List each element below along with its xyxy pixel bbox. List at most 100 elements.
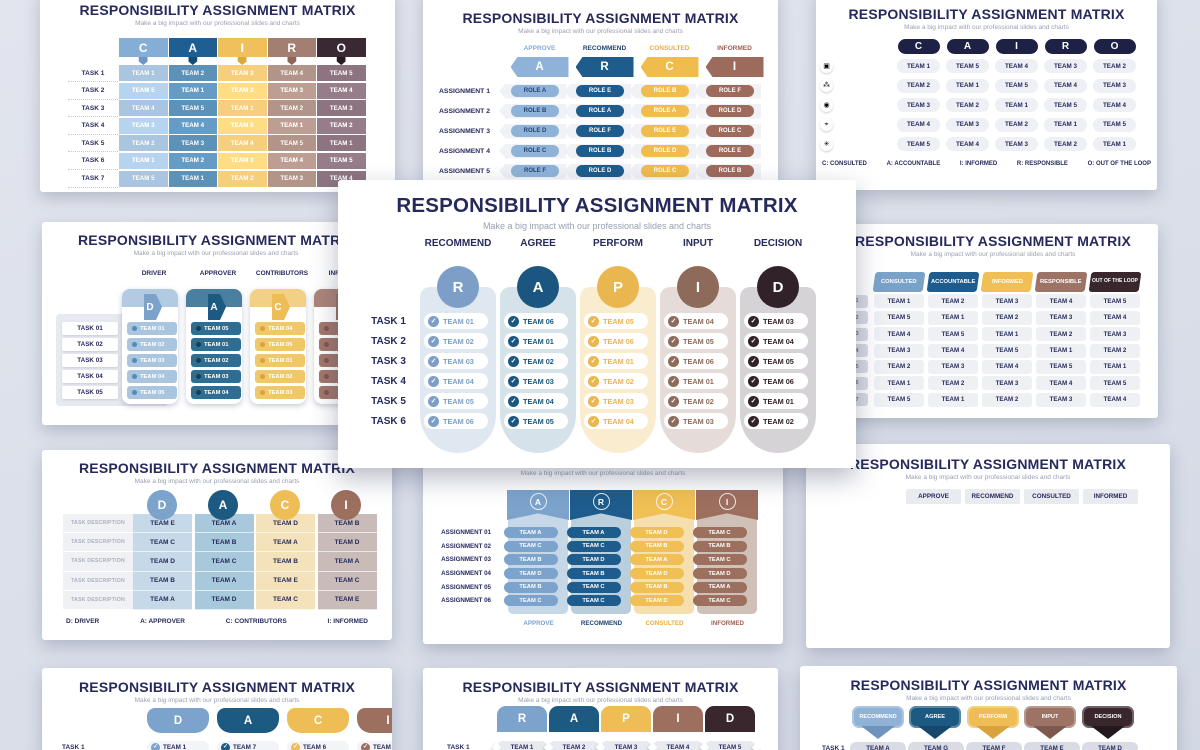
task-icon: ⁂ [820,79,833,92]
table-row: ASSIGNMENT 02 ROLE 02 ROLE 01 ROLE 03 RO… [820,535,1170,560]
checkbox-icon [1029,541,1039,552]
matrix-cell: TEAM 1 [119,65,168,81]
check-icon [508,375,519,387]
checkbox-icon [970,615,980,626]
matrix-cell: TEAM D [256,514,315,534]
slide-title: RESPONSIBILITY ASSIGNMENT MATRIX [848,6,1125,22]
assignment-label: ASSIGNMENT 05 [441,583,491,591]
matrix-cell: TEAM 3 [1036,310,1086,325]
legend-item: R: RESPONSIBLE [1016,160,1068,167]
checkbox-icon [911,517,921,528]
assignment-label: ASSIGNMENT 03 [834,567,886,575]
team-cell: TEAM B [566,568,621,580]
bullet-dot-icon [260,358,265,363]
matrix-cell: TEAM 5 [267,135,316,152]
role-cell: ROLE B [641,85,689,97]
task-label: TASK 5 [371,395,406,407]
check-icon [668,335,679,347]
matrix-cell: TEAM E [256,572,315,591]
task-label: TASK 03 [62,354,118,367]
check-icon [668,395,679,407]
check-icon [508,355,519,367]
assignment-label: ASSIGNMENT 06 [441,597,491,605]
team-cell: TEAM B [629,540,684,552]
checkbox-icon [1088,590,1098,601]
column-label: APPROVE [523,620,554,627]
assignment-label: ASSIGNMENT 2 [439,107,490,115]
table-row: TASK 05 TEAM 05 TEAM 04 TEAM 03 [60,386,376,399]
matrix-cell: TEAM 1 [218,100,267,117]
column-header: I [357,708,392,733]
team-cell: TEAM 04 [204,389,229,396]
check-icon [668,375,679,387]
matrix-cell: TEAM 1 [897,59,940,73]
slide-subtitle: Make a big impact with our professional … [133,250,299,257]
column-header: P [601,706,651,732]
slide-subtitle: Make a big impact with our professional … [904,24,1069,31]
matrix-cell: TEAM 4 [946,137,989,151]
team-cell: TEAM D [1082,742,1138,750]
matrix-cell: TEAM 1 [1036,343,1086,358]
column-label: CONSULTED [649,45,690,52]
team-cell: TEAM 05 [523,416,554,426]
role-cell: ROLE 02 [965,562,1020,581]
column-header: R [497,706,547,732]
matrix-cell: TEAM 3 [218,152,267,169]
matrix-cell: TEAM 5 [317,152,366,169]
checkbox-icon [970,517,980,528]
check-icon [748,415,759,427]
column-label: CONSULTED [1024,489,1079,504]
role-cell: ROLE 03 [1024,537,1079,556]
slide-subtitle: Make a big impact with our professional … [135,20,300,27]
matrix-cell: TEAM A [256,533,315,553]
legend-item: D: DRIVER [66,618,100,625]
column-label: DRIVER [141,270,167,277]
column-header: AGREE [909,706,961,728]
matrix-cell: TEAM 1 [928,392,978,407]
slide-arci-pennants: RESPONSIBILITY ASSIGNMENT MATRIX Make a … [423,446,783,644]
column-header: ACCOUNTABLE [926,272,980,292]
matrix-cell: TEAM C [317,572,377,591]
role-cell: ROLE 02 [1024,513,1079,532]
checkbox-icon [1088,541,1098,552]
column-header: A [208,490,238,520]
matrix-cell: TEAM 3 [119,117,168,134]
column-label: RECOMMEND [424,238,492,249]
slide-title: RESPONSIBILITY ASSIGNMENT MATRIX [78,460,356,476]
matrix-cell: TEAM B [133,572,192,591]
matrix-cell: TEAM 3 [928,359,978,374]
assignment-label: ASSIGNMENT 5 [439,167,490,175]
arrow-down-icon [1033,726,1067,739]
column-header: I [677,266,719,308]
team-cell: TEAM 03 [603,396,634,406]
team-cell: TEAM C [692,595,747,607]
check-icon [508,335,519,347]
arrow-down-icon [861,726,895,739]
bullet-dot-icon [196,326,201,331]
matrix-cell: TEAM 3 [1093,78,1136,93]
column-header: A [208,294,226,320]
team-cell: TEAM C [566,595,621,607]
bullet-dot-icon [260,326,265,331]
task-icon: ⌖ [820,118,833,131]
slide-title: RESPONSIBILITY ASSIGNMENT MATRIX [462,10,739,26]
team-cell: TEAM 3 [601,741,651,750]
matrix-cell: TEAM 5 [1036,359,1086,374]
legend-item: I: INFORMED [327,618,368,625]
task-label: TASK 1 [62,744,85,750]
team-cell: TEAM 02 [268,373,293,380]
table-row: TASK 03 TEAM 03 TEAM 02 TEAM 01 [60,354,376,367]
matrix-cell: TEAM 4 [267,152,316,169]
matrix-cell: TEAM 2 [995,117,1038,132]
column-header: C [272,294,290,320]
column-header: R [267,38,316,57]
check-icon [428,355,439,367]
bullet-dot-icon [196,342,201,347]
team-cell: TEAM 02 [763,416,794,426]
matrix-table: C A I R O TASK 1 TEAM 1 TEAM 2 TEAM 3 TE… [68,38,395,188]
matrix-cell: TEAM 4 [982,359,1032,374]
check-icon [588,335,599,347]
slide-title: RESPONSIBILITY ASSIGNMENT MATRIX [462,679,739,695]
team-cell: TEAM 1 [497,741,547,750]
task-label: TASK 6 [68,152,118,170]
